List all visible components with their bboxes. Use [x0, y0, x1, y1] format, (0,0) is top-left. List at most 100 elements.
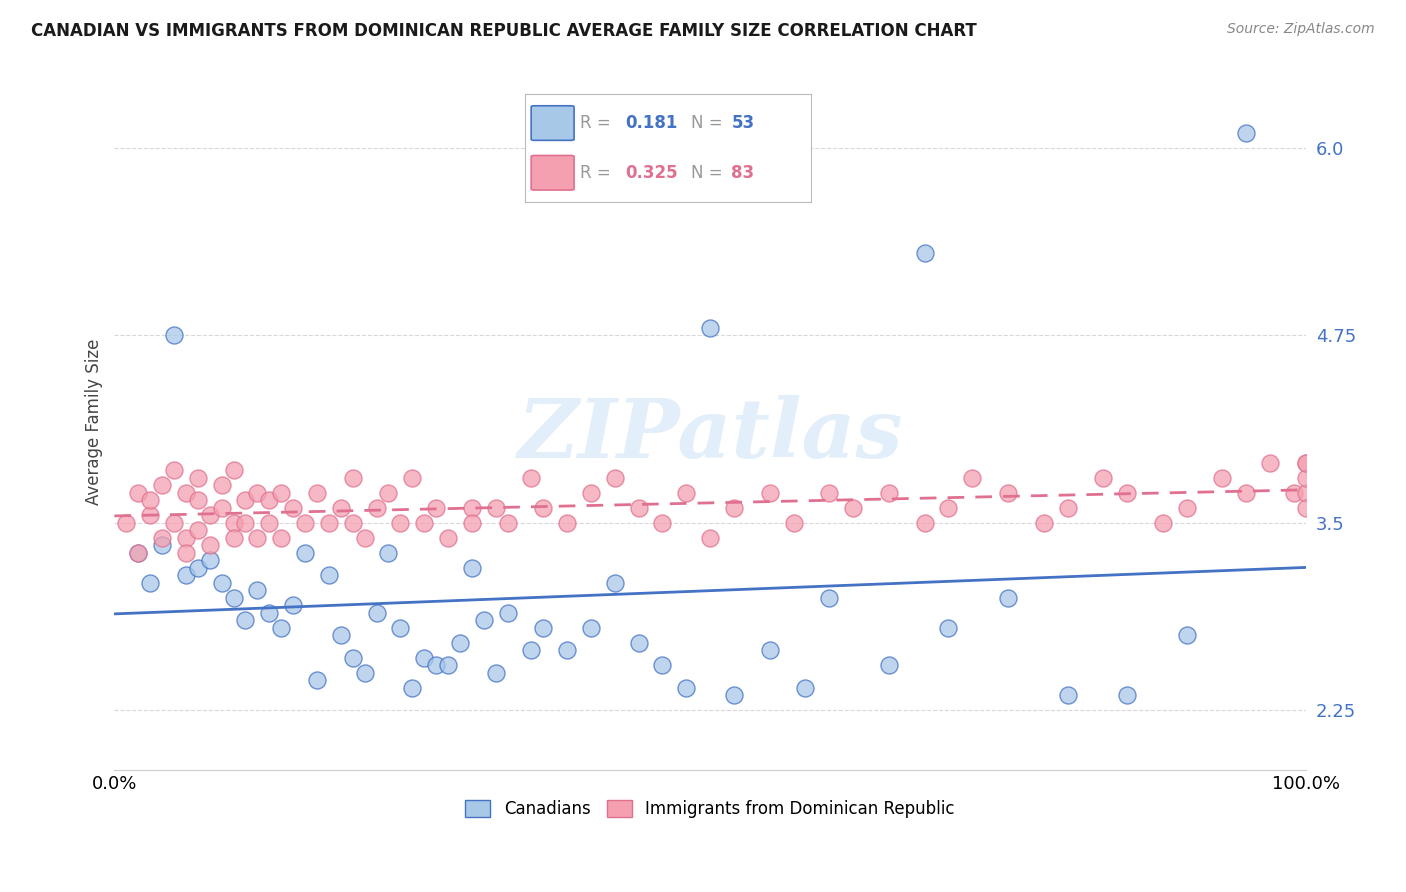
- Point: [425, 658, 447, 673]
- Point: [246, 485, 269, 500]
- Point: [270, 531, 292, 545]
- Point: [818, 485, 841, 500]
- Point: [1152, 516, 1174, 530]
- Point: [1234, 485, 1257, 500]
- Point: [235, 516, 257, 530]
- Point: [353, 531, 375, 545]
- Point: [342, 471, 364, 485]
- Point: [461, 560, 484, 574]
- Point: [1295, 456, 1317, 470]
- Point: [366, 500, 388, 515]
- Point: [115, 516, 138, 530]
- Point: [675, 681, 697, 695]
- Point: [235, 493, 257, 508]
- Point: [437, 531, 460, 545]
- Point: [281, 500, 304, 515]
- Point: [377, 485, 399, 500]
- Point: [163, 463, 186, 477]
- Point: [938, 621, 960, 635]
- Point: [1211, 471, 1233, 485]
- Point: [914, 516, 936, 530]
- Point: [531, 621, 554, 635]
- Point: [1116, 688, 1139, 702]
- Point: [603, 471, 626, 485]
- Point: [1092, 471, 1115, 485]
- Point: [139, 493, 162, 508]
- Point: [627, 500, 650, 515]
- Point: [531, 500, 554, 515]
- Point: [366, 606, 388, 620]
- Point: [997, 591, 1019, 605]
- Point: [914, 245, 936, 260]
- Point: [174, 546, 197, 560]
- Point: [198, 508, 221, 523]
- Point: [758, 643, 780, 657]
- Point: [997, 485, 1019, 500]
- Point: [461, 500, 484, 515]
- Point: [353, 665, 375, 680]
- Point: [1032, 516, 1054, 530]
- Point: [150, 531, 173, 545]
- Point: [305, 673, 328, 687]
- Y-axis label: Average Family Size: Average Family Size: [86, 338, 103, 505]
- Point: [1116, 485, 1139, 500]
- Point: [425, 500, 447, 515]
- Point: [305, 485, 328, 500]
- Point: [472, 613, 495, 627]
- Point: [127, 485, 149, 500]
- Point: [782, 516, 804, 530]
- Point: [246, 531, 269, 545]
- Point: [389, 516, 412, 530]
- Point: [377, 546, 399, 560]
- Point: [877, 485, 900, 500]
- Point: [259, 516, 281, 530]
- Point: [150, 478, 173, 492]
- Point: [520, 643, 543, 657]
- Point: [187, 471, 209, 485]
- Point: [1282, 485, 1305, 500]
- Point: [198, 553, 221, 567]
- Point: [318, 516, 340, 530]
- Point: [222, 516, 245, 530]
- Point: [389, 621, 412, 635]
- Point: [211, 500, 233, 515]
- Point: [222, 531, 245, 545]
- Point: [222, 591, 245, 605]
- Point: [1175, 500, 1198, 515]
- Point: [150, 538, 173, 552]
- Point: [342, 650, 364, 665]
- Point: [1056, 688, 1078, 702]
- Point: [127, 546, 149, 560]
- Point: [699, 320, 721, 334]
- Point: [211, 575, 233, 590]
- Point: [485, 500, 508, 515]
- Point: [163, 516, 186, 530]
- Point: [579, 485, 602, 500]
- Point: [139, 575, 162, 590]
- Point: [329, 500, 352, 515]
- Point: [259, 606, 281, 620]
- Point: [555, 643, 578, 657]
- Point: [259, 493, 281, 508]
- Point: [211, 478, 233, 492]
- Point: [818, 591, 841, 605]
- Point: [1175, 628, 1198, 642]
- Point: [294, 546, 316, 560]
- Text: Source: ZipAtlas.com: Source: ZipAtlas.com: [1227, 22, 1375, 37]
- Point: [187, 493, 209, 508]
- Point: [127, 546, 149, 560]
- Point: [222, 463, 245, 477]
- Point: [318, 568, 340, 582]
- Point: [401, 681, 423, 695]
- Point: [520, 471, 543, 485]
- Point: [1295, 471, 1317, 485]
- Point: [758, 485, 780, 500]
- Point: [413, 650, 436, 665]
- Point: [877, 658, 900, 673]
- Point: [579, 621, 602, 635]
- Point: [651, 516, 673, 530]
- Point: [163, 328, 186, 343]
- Point: [1234, 126, 1257, 140]
- Point: [485, 665, 508, 680]
- Point: [1295, 500, 1317, 515]
